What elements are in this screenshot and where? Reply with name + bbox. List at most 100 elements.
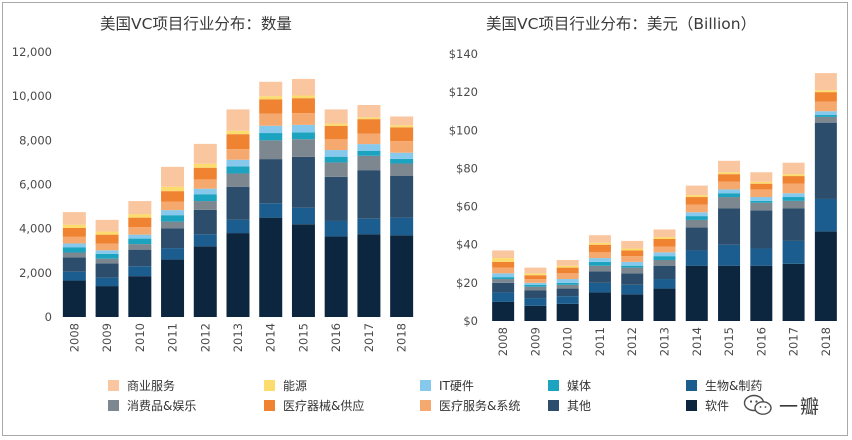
bar-segment	[653, 229, 676, 238]
bar-segment	[291, 156, 315, 208]
bar-segment	[588, 244, 611, 253]
y-tick-label: 6,000	[19, 178, 52, 192]
bar-segment	[750, 181, 773, 184]
bar-segment	[324, 156, 348, 163]
x-category-label: 2008	[496, 327, 510, 356]
bar-segment	[718, 197, 741, 209]
bar-segment	[653, 259, 676, 266]
bar-segment	[62, 212, 86, 225]
bar-segment	[324, 123, 348, 126]
bar-segment	[324, 139, 348, 151]
x-category-label: 2013	[658, 327, 672, 356]
bar-segment	[390, 163, 414, 176]
y-tick-label: $80	[456, 161, 478, 175]
x-category-label: 2011	[593, 327, 607, 356]
bar-segment	[588, 258, 611, 262]
bar-segment	[685, 185, 708, 196]
left-chart-title: 美国VC项目行业分布：数量	[100, 15, 292, 33]
watermark-text: 一瓣	[779, 395, 822, 418]
bar-segment	[324, 150, 348, 157]
x-category-label: 2014	[690, 327, 704, 356]
bar-segment	[226, 219, 250, 234]
x-category-label: 2009	[100, 323, 114, 352]
bar-segment	[128, 244, 152, 250]
bar-segment	[259, 217, 283, 318]
bar-segment	[621, 240, 644, 249]
y-tick-label: $60	[456, 200, 478, 214]
x-category-label: 2015	[296, 323, 310, 352]
bar-segment	[556, 303, 579, 321]
bar-segment	[588, 235, 611, 243]
bar-segment	[259, 96, 283, 100]
bar-segment	[357, 170, 381, 219]
bar-segment	[685, 212, 708, 217]
bar-segment	[588, 292, 611, 321]
legend-label: 其他	[567, 398, 592, 413]
bar-segment	[556, 259, 579, 266]
bar-segment	[95, 258, 119, 264]
bar-segment	[62, 236, 86, 244]
bar-segment	[685, 227, 708, 251]
bar-segment	[324, 109, 348, 124]
legend-item: 消费品&娱乐	[108, 397, 196, 413]
bar-segment	[685, 197, 708, 205]
bar-segment	[324, 176, 348, 221]
bar-segment	[556, 267, 579, 274]
bar-segment	[685, 219, 708, 228]
bar-segment	[390, 235, 414, 317]
x-category-label: 2016	[329, 323, 343, 352]
bar-segment	[782, 193, 805, 198]
bar-segment	[324, 162, 348, 177]
bar-segment	[653, 237, 676, 239]
bar-segment	[357, 155, 381, 171]
x-category-label: 2015	[722, 327, 736, 356]
legend-item: 媒体	[548, 377, 591, 393]
y-tick-label: 12,000	[12, 45, 52, 59]
bar-segment	[718, 174, 741, 182]
bar-segment	[128, 266, 152, 277]
bar-segment	[685, 204, 708, 213]
bar-segment	[291, 98, 315, 114]
legend-label: 商业服务	[127, 378, 176, 393]
bar-segment	[390, 141, 414, 153]
bar-segment	[524, 284, 547, 287]
bar-segment	[588, 265, 611, 272]
bar-segment	[556, 296, 579, 304]
bar-segment	[291, 139, 315, 157]
x-category-label: 2016	[754, 327, 768, 356]
bar-segment	[226, 173, 250, 187]
bar-segment	[524, 279, 547, 283]
bar-segment	[161, 228, 185, 249]
bar-segment	[492, 301, 515, 321]
bar-segment	[588, 282, 611, 293]
bar-segment	[718, 172, 741, 175]
legend-swatch	[420, 399, 431, 411]
bar-segment	[492, 250, 515, 259]
legend-swatch	[420, 379, 431, 391]
bar-segment	[621, 294, 644, 321]
bar-segment	[357, 218, 381, 235]
bar-segment	[556, 284, 579, 289]
bar-segment	[259, 159, 283, 204]
bar-segment	[128, 276, 152, 317]
legend-label: 能源	[283, 378, 308, 393]
x-category-label: 2009	[528, 327, 542, 356]
bar-segment	[653, 256, 676, 260]
x-category-label: 2018	[819, 327, 833, 356]
bar-segment	[524, 267, 547, 274]
bar-segment	[718, 181, 741, 190]
bar-segment	[226, 186, 250, 220]
x-category-label: 2012	[198, 323, 212, 352]
bar-segment	[782, 183, 805, 194]
legend-swatch	[686, 399, 697, 411]
bar-segment	[814, 115, 837, 117]
bar-segment	[357, 133, 381, 145]
bar-segment	[524, 286, 547, 291]
bar-segment	[95, 253, 119, 259]
legend-swatch	[548, 399, 559, 411]
bar-segment	[95, 250, 119, 254]
bar-segment	[718, 160, 741, 173]
wechat-icon	[743, 394, 772, 415]
y-tick-label: 0	[45, 310, 52, 324]
